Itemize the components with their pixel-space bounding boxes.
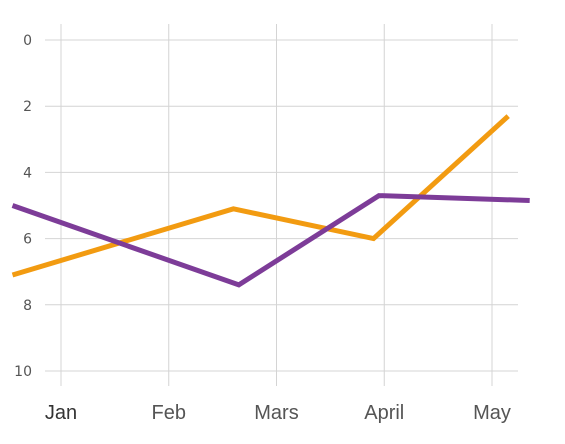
- x-axis: Jan Feb Mars April May: [45, 402, 511, 424]
- x-tick-label: April: [364, 402, 404, 424]
- y-tick-label: 4: [23, 165, 32, 181]
- y-tick-label: 2: [23, 99, 32, 115]
- x-tick-label: May: [473, 402, 511, 424]
- chart-grid: [45, 24, 518, 386]
- x-tick-label: Mars: [254, 402, 298, 424]
- series-lines: [11, 114, 530, 288]
- series-line-2: [11, 193, 530, 288]
- y-tick-label: 0: [23, 33, 32, 49]
- x-tick-label: Jan: [45, 402, 77, 424]
- y-tick-label: 8: [23, 298, 32, 314]
- x-tick-label: Feb: [152, 402, 186, 424]
- y-tick-label: 10: [14, 364, 32, 380]
- y-tick-label: 6: [23, 232, 32, 248]
- y-axis: 0 2 4 6 8 10: [14, 33, 32, 380]
